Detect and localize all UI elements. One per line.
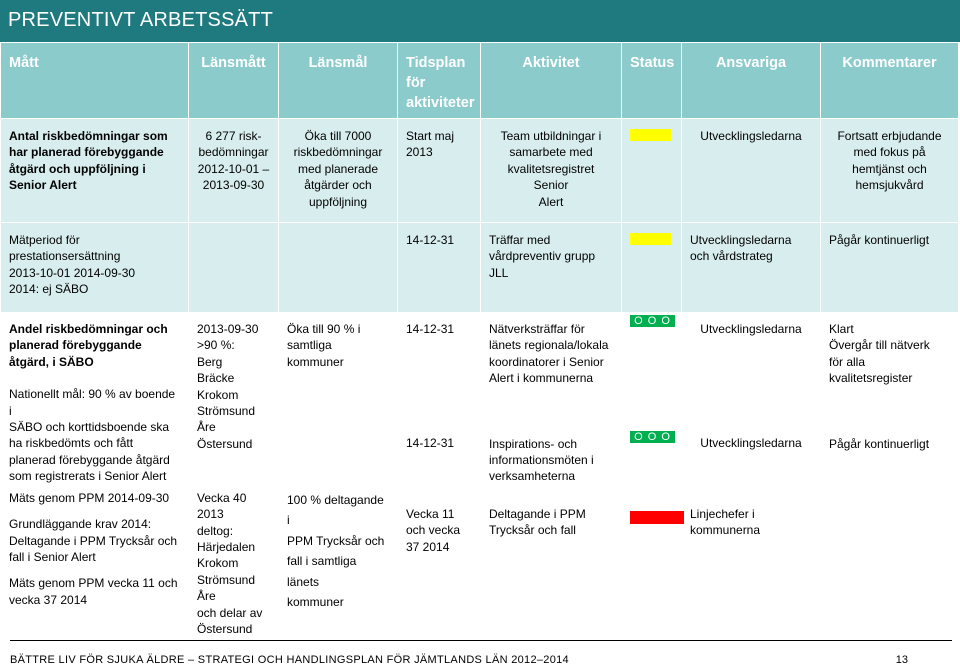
header-kommentarer: Kommentarer [820,42,959,119]
cell-aktivitet: Nätverksträffar för länets regionala/loka… [480,312,622,486]
header-lansmatt: Länsmått [188,42,279,119]
cell-matt: Andel riskbedömningar och planerad föreby… [0,312,189,486]
page-title: PREVENTIVT ARBETSSÄTT [0,0,960,42]
cell-lansmal [278,222,398,313]
status-indicator-yellow [630,233,671,245]
header-ansvariga: Ansvariga [681,42,821,119]
status-indicator-yellow [630,129,671,141]
cell-tidsplan: 14-12-31 [397,222,481,313]
status-indicator-green: O O O O [630,315,675,339]
cell-ansvariga: Utvecklingsledarna och vårdstrateg [681,222,821,313]
cell-tidsplan: Start maj 2013 [397,118,481,223]
cell-tidsplan: 14-12-31 14-12-31 [397,312,481,486]
cell-lansmatt: 6 277 risk-bedömningar 2012-10-01 –2013-0… [188,118,279,223]
header-status: Status [621,42,682,119]
cell-matt: Antal riskbedömningar som har planerad fö… [0,118,189,223]
status-indicator-red [630,510,684,524]
cell-status [621,222,682,313]
page-number: 13 [895,654,908,666]
cell-lansmatt [188,222,279,313]
cell-matt: Mätperiod för prestationsersättning 2013-1… [0,222,189,313]
cell-lansmal: Öka till 90 % i samtliga kommuner [278,312,398,486]
cell-ansvariga: Utvecklingsledarna [681,118,821,223]
table-row: Antal riskbedömningar som har planerad fö… [0,118,959,223]
footer-text: BÄTTRE LIV FÖR SJUKA ÄLDRE – STRATEGI OC… [10,654,569,666]
action-plan-table: Mått Länsmått Länsmål Tidsplan för aktiv… [0,42,959,639]
cell-tidsplan: Vecka 11 och vecka 37 2014 [397,484,481,639]
table-row: Mäts genom PPM 2014-09-30 Grundläggande … [0,484,959,639]
cell-aktivitet: Deltagande i PPM Trycksår och fall [480,484,622,639]
cell-kommentarer: Pågår kontinuerligt [820,222,959,313]
cell-status [621,484,684,639]
cell-aktivitet: Team utbildningar i samarbete med kvalitet… [480,118,622,223]
cell-ansvariga: Linjechefer i kommunerna [681,484,821,639]
cell-lansmal: 100 % deltagande i PPM Trycksår och fall i… [278,484,398,639]
status-indicator-green: O O O O [630,431,675,455]
cell-ansvariga: Utvecklingsledarna Utvecklingsledarna [681,312,821,486]
cell-matt: Mäts genom PPM 2014-09-30 Grundläggande … [0,484,189,639]
cell-lansmal: Öka till 7000 riskbedömningar med planerad… [278,118,398,223]
header-lansmal: Länsmål [278,42,398,119]
cell-aktivitet: Träffar med vårdpreventiv grupp JLL [480,222,622,313]
header-matt: Mått [0,42,189,119]
footer-divider [10,640,952,641]
header-row: Mått Länsmått Länsmål Tidsplan för aktiv… [0,42,959,119]
cell-kommentarer [820,484,959,639]
cell-kommentarer: Klart Övergår till nätverk för alla kvalite… [820,312,959,486]
cell-kommentarer: Fortsatt erbjudande med fokus på hemtjänst… [820,118,959,223]
table-row: Andel riskbedömningar och planerad föreby… [0,312,959,486]
table-row: Mätperiod för prestationsersättning 2013-1… [0,222,959,313]
cell-status [621,118,682,223]
cell-lansmatt: 2013-09-30 >90 %: Berg Bräcke Krokom Strömsu… [188,312,279,486]
cell-lansmatt: Vecka 40 2013 deltog: Härjedalen Krokom Str… [188,484,279,639]
header-tidsplan: Tidsplan för aktiviteter [397,42,481,119]
header-aktivitet: Aktivitet [480,42,622,119]
cell-status: O O O O O O O O [621,312,682,486]
